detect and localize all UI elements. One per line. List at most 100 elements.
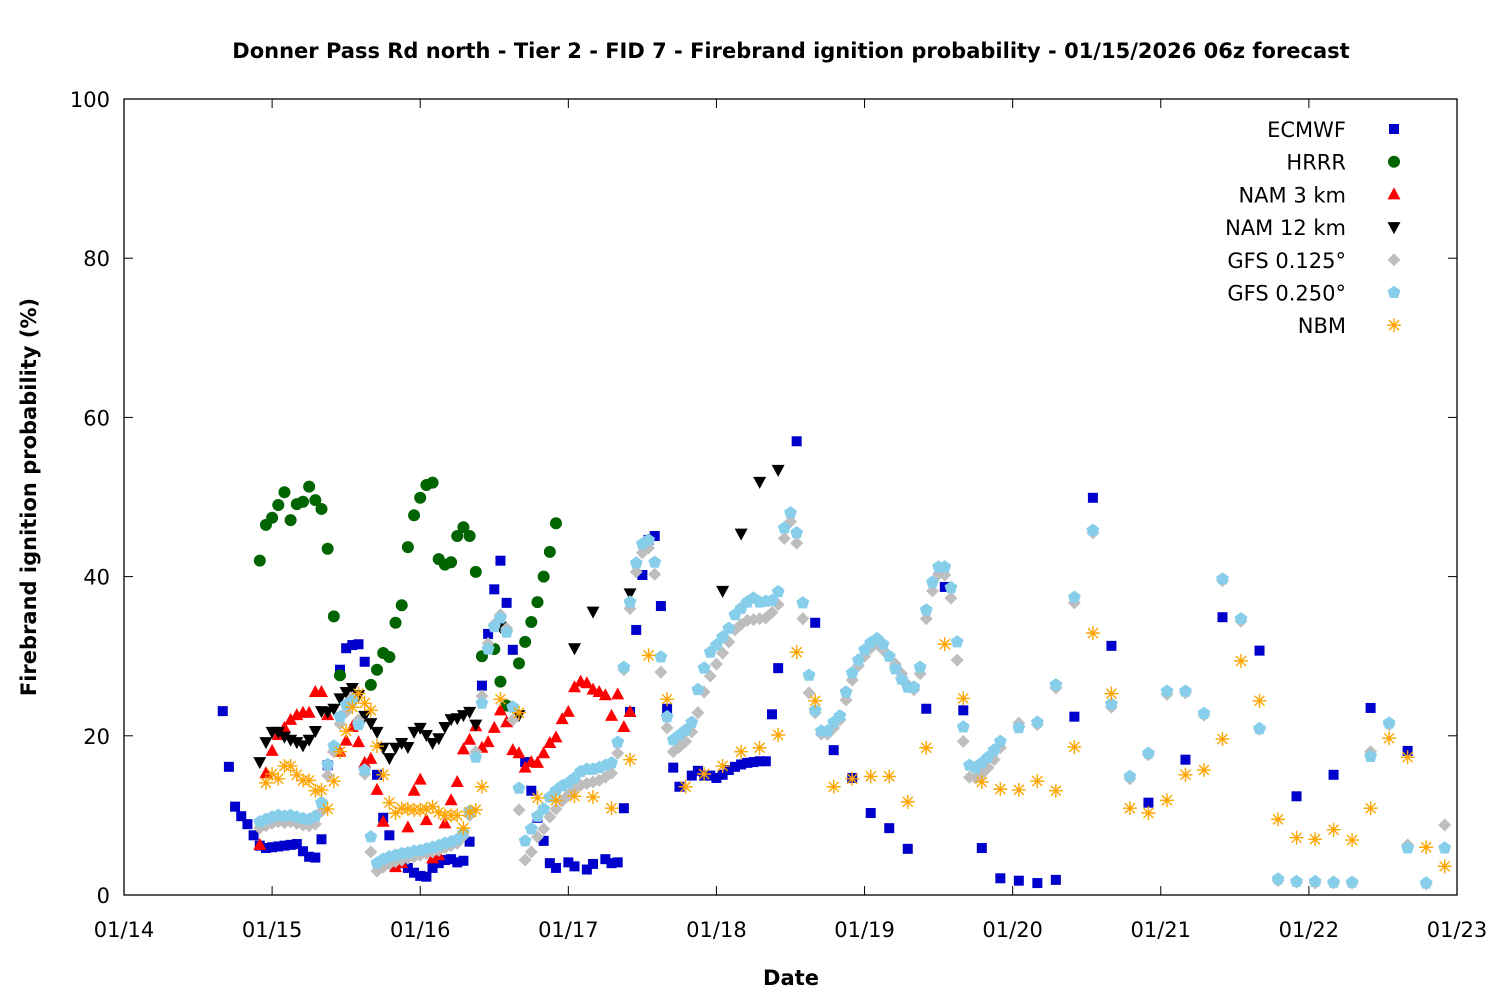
data-point	[308, 726, 322, 739]
legend: ECMWF HRRR NAM 3 km NAM 12 km GFS 0.125° GFS …	[1225, 118, 1401, 338]
data-point	[258, 775, 273, 790]
data-point	[413, 772, 427, 785]
data-point	[623, 595, 637, 608]
data-point	[913, 660, 927, 673]
axis-ticks: 01/14 01/15 01/16 01/17 01/18 01/19 01/20 01/21…	[70, 88, 1487, 942]
data-point	[895, 672, 909, 685]
data-point	[364, 718, 378, 731]
series-nbm	[258, 626, 1452, 874]
data-point	[316, 834, 327, 845]
x-tick-label: 01/16	[390, 918, 451, 942]
data-point	[1401, 841, 1415, 854]
y-tick-label: 60	[83, 406, 110, 430]
data-point	[1254, 645, 1265, 656]
data-point	[519, 635, 532, 648]
series-gfs-0-250-	[253, 506, 1452, 889]
data-point	[359, 656, 370, 667]
x-tick-label: 01/20	[982, 918, 1043, 942]
data-point	[432, 733, 446, 746]
data-point	[333, 669, 346, 682]
data-point	[1234, 653, 1248, 668]
x-tick-label: 01/19	[834, 918, 895, 942]
data-point	[501, 597, 512, 608]
data-point	[796, 612, 810, 626]
data-point	[462, 805, 477, 820]
data-point	[302, 705, 316, 718]
data-point	[426, 737, 440, 750]
data-point	[512, 781, 526, 794]
data-point	[469, 750, 483, 763]
data-point	[845, 666, 859, 679]
data-point	[839, 685, 853, 698]
data-point	[1067, 739, 1082, 754]
data-point	[376, 814, 390, 827]
data-point	[1438, 818, 1452, 832]
data-point	[297, 846, 308, 857]
data-point	[401, 820, 415, 833]
data-point	[408, 509, 421, 522]
data-point	[882, 769, 897, 784]
data-point	[876, 637, 890, 650]
data-point	[802, 668, 816, 681]
data-point	[537, 746, 551, 759]
data-point	[1012, 721, 1026, 734]
data-point	[802, 686, 816, 700]
data-point	[771, 728, 786, 743]
data-point	[415, 870, 426, 881]
data-point	[463, 706, 477, 719]
data-point	[697, 767, 712, 782]
data-point	[260, 843, 271, 854]
y-tick-label: 100	[70, 88, 110, 112]
data-point	[561, 704, 575, 717]
data-points	[217, 436, 1452, 891]
legend-marker	[1387, 318, 1401, 333]
data-point	[549, 730, 563, 743]
data-point	[302, 773, 317, 788]
data-point	[1345, 833, 1360, 848]
data-point	[580, 676, 594, 689]
data-point	[958, 705, 969, 716]
data-point	[419, 813, 433, 826]
data-point	[400, 802, 415, 817]
data-point	[451, 530, 464, 543]
data-point	[950, 635, 964, 648]
data-point	[715, 759, 730, 774]
data-point	[771, 464, 785, 477]
data-point	[649, 531, 660, 542]
data-point	[810, 617, 821, 628]
data-point	[588, 858, 599, 869]
data-point	[345, 683, 359, 696]
data-point	[1308, 874, 1322, 887]
data-point	[321, 757, 335, 770]
data-point	[660, 721, 674, 735]
data-point	[407, 783, 421, 796]
data-point	[1030, 715, 1044, 728]
data-point	[452, 857, 463, 868]
data-point	[752, 740, 767, 755]
data-point	[364, 751, 378, 764]
data-point	[845, 771, 860, 786]
data-point	[370, 726, 384, 739]
data-point	[426, 476, 439, 489]
data-point	[1382, 716, 1396, 729]
data-point	[723, 765, 734, 776]
data-point	[1180, 754, 1191, 765]
data-point	[586, 790, 601, 805]
data-point	[267, 842, 278, 853]
data-point	[242, 819, 253, 830]
data-point	[248, 830, 259, 841]
plot-frame	[123, 98, 1458, 896]
legend-marker	[1388, 155, 1400, 168]
data-point	[291, 839, 302, 850]
y-axis-label: Firebrand ignition probability (%)	[17, 298, 41, 696]
data-point	[549, 517, 562, 530]
data-point	[629, 556, 643, 569]
data-point	[271, 771, 286, 786]
data-point	[976, 843, 987, 854]
data-point	[623, 588, 637, 601]
data-point	[537, 802, 551, 815]
data-point	[773, 663, 784, 674]
data-point	[1141, 806, 1156, 821]
data-point	[283, 759, 298, 774]
data-point	[642, 533, 655, 546]
